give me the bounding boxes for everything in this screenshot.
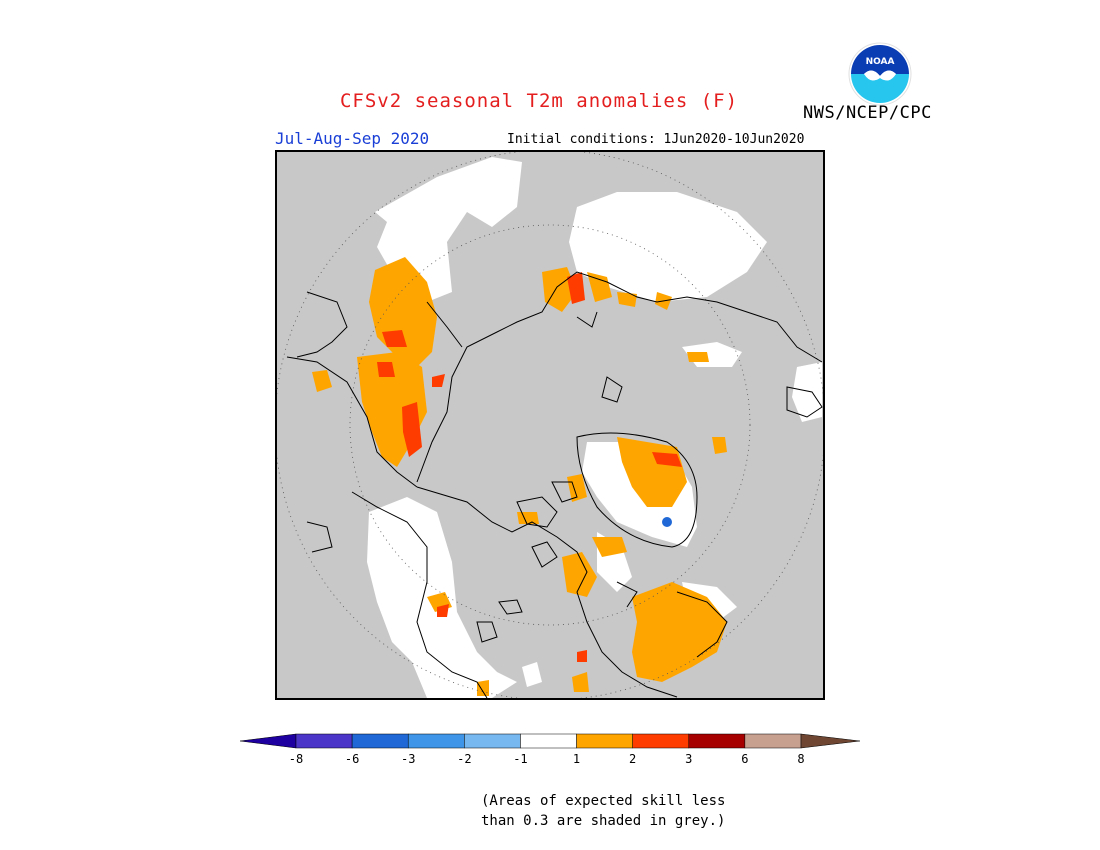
near-normal-regions	[367, 157, 822, 698]
polar-map	[275, 150, 825, 700]
legend-tick-label: -1	[513, 752, 528, 766]
strong-warm-anomaly-regions	[377, 272, 682, 662]
noaa-logo-icon: NOAA	[848, 42, 912, 106]
legend-bin	[295, 733, 353, 749]
legend-tick-label: 1	[572, 752, 581, 766]
svg-text:NOAA: NOAA	[866, 57, 895, 67]
latitude-circles	[277, 152, 823, 698]
initial-conditions-label: Initial conditions: 1Jun2020-10Jun2020	[507, 132, 805, 147]
legend-tick-label: 8	[797, 752, 805, 766]
coastlines	[286, 271, 823, 698]
agency-label: NWS/NCEP/CPC	[803, 103, 932, 123]
legend-tick-label: 3	[685, 752, 693, 766]
skill-note-line-1: (Areas of expected skill less	[481, 793, 726, 809]
skill-note: (Areas of expected skill less than 0.3 a…	[481, 791, 725, 831]
chart-title: CFSv2 seasonal T2m anomalies (F)	[339, 90, 739, 112]
legend-tick-label: 6	[741, 752, 749, 766]
legend-bin-below-min	[240, 733, 297, 749]
legend-bin	[407, 733, 465, 749]
legend-bin	[464, 733, 521, 749]
legend-tick-label: -6	[344, 752, 360, 766]
legend-bin	[744, 733, 802, 749]
period-label: Jul-Aug-Sep 2020	[275, 129, 430, 148]
legend-bin	[520, 733, 577, 749]
legend-tick-label: -8	[288, 752, 304, 766]
legend-bin	[632, 733, 690, 749]
legend-bins	[295, 733, 802, 749]
color-legend	[240, 733, 861, 749]
warm-anomaly-regions	[312, 257, 727, 696]
legend-tick-label: -3	[400, 752, 416, 766]
legend-tick-label: -2	[457, 752, 472, 766]
cool-anomaly-spot	[662, 517, 672, 527]
skill-note-line-2: than 0.3 are shaded in grey.)	[481, 813, 726, 829]
legend-bin	[576, 733, 633, 749]
legend-tick-label: 2	[629, 752, 637, 766]
legend-bin	[688, 733, 746, 749]
legend-bin-above-max	[800, 733, 861, 749]
legend-bin	[351, 733, 409, 749]
